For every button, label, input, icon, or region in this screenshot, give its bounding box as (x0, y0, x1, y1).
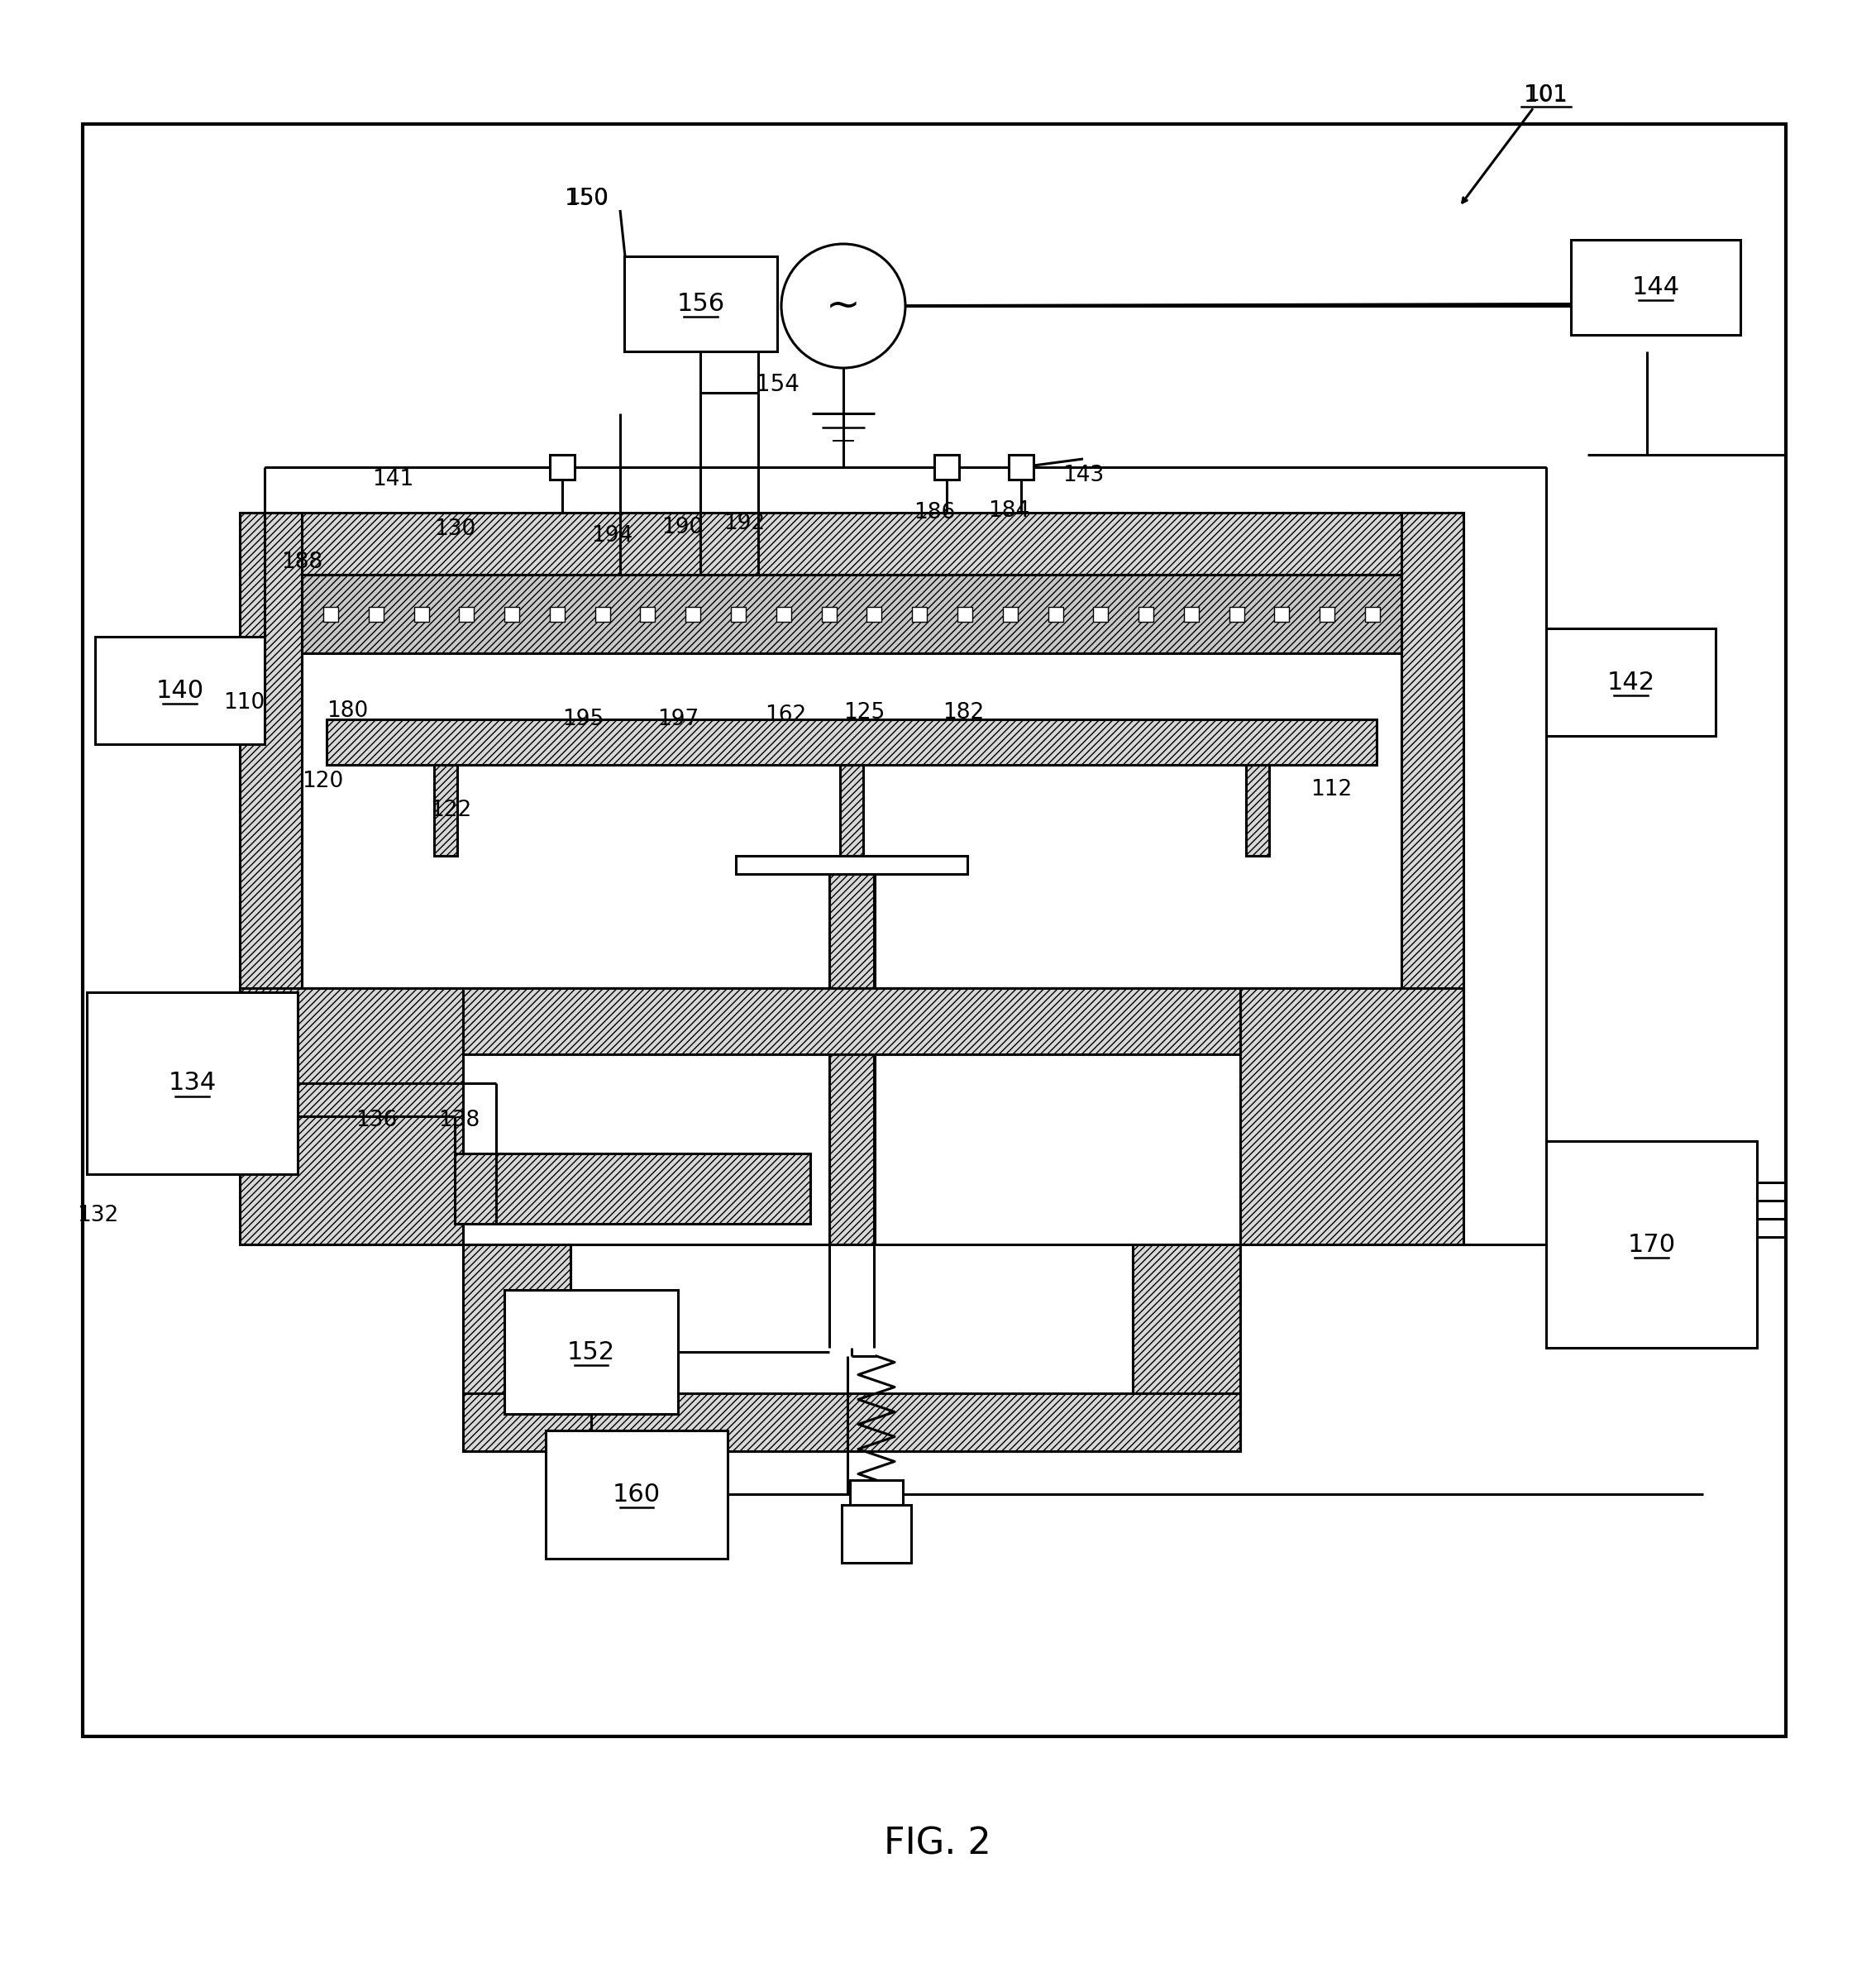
Bar (96, 636, 265, 743)
Bar (840, 765, 863, 856)
Bar (529, 989, 1174, 1054)
Bar (1274, 606, 1289, 622)
Text: 141: 141 (371, 470, 413, 490)
Bar (463, 1393, 1240, 1451)
Text: 101: 101 (1525, 85, 1566, 105)
Bar (1094, 606, 1109, 622)
Bar (240, 513, 1463, 575)
Text: 136: 136 (355, 1110, 398, 1132)
Text: ~: ~ (825, 285, 861, 325)
Bar (546, 1431, 728, 1558)
Text: 142: 142 (1608, 670, 1655, 694)
Text: 156: 156 (677, 291, 724, 315)
Bar (595, 606, 610, 622)
Text: 192: 192 (724, 513, 765, 535)
Text: 160: 160 (613, 1483, 660, 1506)
Bar (842, 1504, 912, 1562)
Bar (505, 606, 520, 622)
Bar (1401, 513, 1463, 1050)
Bar (1570, 240, 1741, 335)
Text: 132: 132 (77, 1205, 118, 1227)
Bar (777, 606, 792, 622)
Bar (912, 606, 927, 622)
Text: 182: 182 (942, 702, 985, 723)
Text: 197: 197 (657, 710, 698, 729)
Bar (1229, 606, 1244, 622)
Bar (1366, 606, 1381, 622)
Text: 194: 194 (591, 525, 632, 547)
Bar (454, 1154, 810, 1223)
Bar (822, 606, 837, 622)
Bar (829, 874, 874, 1348)
Text: 152: 152 (567, 1340, 615, 1364)
Bar (415, 606, 430, 622)
Text: 190: 190 (662, 517, 704, 539)
Bar (1133, 1245, 1240, 1451)
Text: 154: 154 (756, 373, 799, 396)
Bar (460, 606, 475, 622)
Text: 130: 130 (433, 519, 475, 539)
Bar (1546, 1142, 1758, 1348)
Bar (240, 989, 1463, 1050)
Bar (463, 1245, 570, 1451)
Bar (240, 989, 463, 1245)
Bar (323, 606, 338, 622)
Bar (550, 606, 565, 622)
Text: 134: 134 (169, 1070, 216, 1096)
Bar (463, 989, 1240, 1054)
Bar (1049, 606, 1064, 622)
Bar (1319, 606, 1334, 622)
Bar (685, 606, 700, 622)
Bar (86, 993, 298, 1173)
Bar (934, 454, 959, 480)
Bar (570, 1245, 1133, 1451)
Text: 120: 120 (302, 771, 343, 793)
Bar (433, 765, 458, 856)
Bar (1246, 765, 1270, 856)
Bar (368, 606, 383, 622)
Text: 125: 125 (842, 702, 885, 723)
Bar (1240, 989, 1463, 1245)
Text: 138: 138 (439, 1110, 480, 1132)
Bar (240, 513, 302, 1050)
Text: 101: 101 (1523, 83, 1568, 107)
Text: 184: 184 (989, 499, 1030, 521)
Bar (505, 1290, 677, 1413)
Text: 150: 150 (565, 186, 610, 210)
Text: 180: 180 (326, 700, 368, 721)
Text: 122: 122 (430, 799, 471, 821)
Text: 150: 150 (567, 188, 608, 210)
Text: 143: 143 (1062, 464, 1103, 486)
Text: 140: 140 (156, 678, 204, 702)
Text: 186: 186 (914, 501, 955, 523)
Bar (83, 125, 1786, 1736)
Bar (1002, 606, 1017, 622)
Text: 188: 188 (281, 551, 323, 573)
Bar (735, 856, 968, 874)
Bar (625, 256, 777, 351)
Text: 162: 162 (765, 704, 807, 725)
Text: 112: 112 (1309, 779, 1353, 801)
Bar (302, 575, 1401, 989)
Bar (326, 719, 1377, 765)
Text: 170: 170 (1628, 1233, 1675, 1257)
Bar (1139, 606, 1154, 622)
Bar (1184, 606, 1199, 622)
Bar (732, 606, 747, 622)
Bar (1546, 628, 1715, 735)
Text: 110: 110 (223, 692, 265, 714)
Bar (1009, 454, 1034, 480)
Text: 195: 195 (563, 710, 604, 729)
Text: FIG. 2: FIG. 2 (884, 1825, 991, 1861)
Bar (302, 575, 1401, 654)
Text: 144: 144 (1632, 275, 1679, 299)
Bar (867, 606, 882, 622)
Bar (957, 606, 972, 622)
Bar (550, 454, 574, 480)
Circle shape (780, 244, 906, 369)
Bar (850, 1481, 902, 1504)
Bar (640, 606, 655, 622)
